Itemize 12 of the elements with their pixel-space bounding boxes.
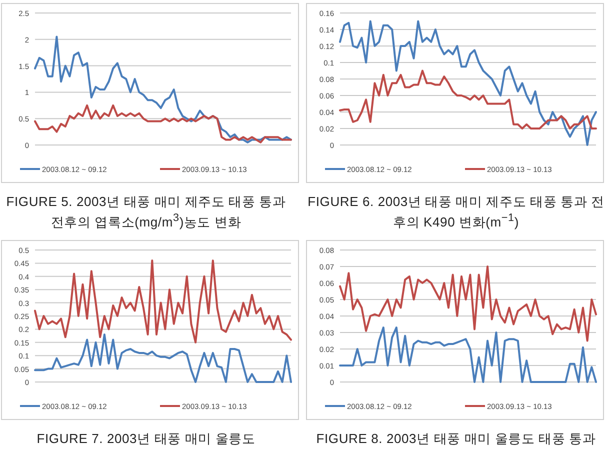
text: FIGURE 8. 2003년 태풍 매미 울릉도 태풍 통과 <box>315 431 597 447</box>
line-series <box>339 266 597 342</box>
line-series <box>339 326 597 383</box>
line-series <box>34 260 292 344</box>
line-series <box>339 70 597 130</box>
text: FIGURE 5. 2003년 태풍 매미 제주도 태풍 통과 전후의 엽록소(mg/m$^{3}$)농도 변화 <box>5 194 287 230</box>
text: FIGURE 7. 2003년 태풍 매미 울릉도 <box>36 431 256 447</box>
line-series <box>34 333 292 383</box>
text: FIGURE 6. 2003년 태풍 매미 제주도 태풍 통과 전후의 K490 변화(m$^{−1}$) <box>306 194 606 230</box>
line-series <box>34 36 292 144</box>
line-series <box>34 104 292 144</box>
line-series <box>339 20 597 146</box>
